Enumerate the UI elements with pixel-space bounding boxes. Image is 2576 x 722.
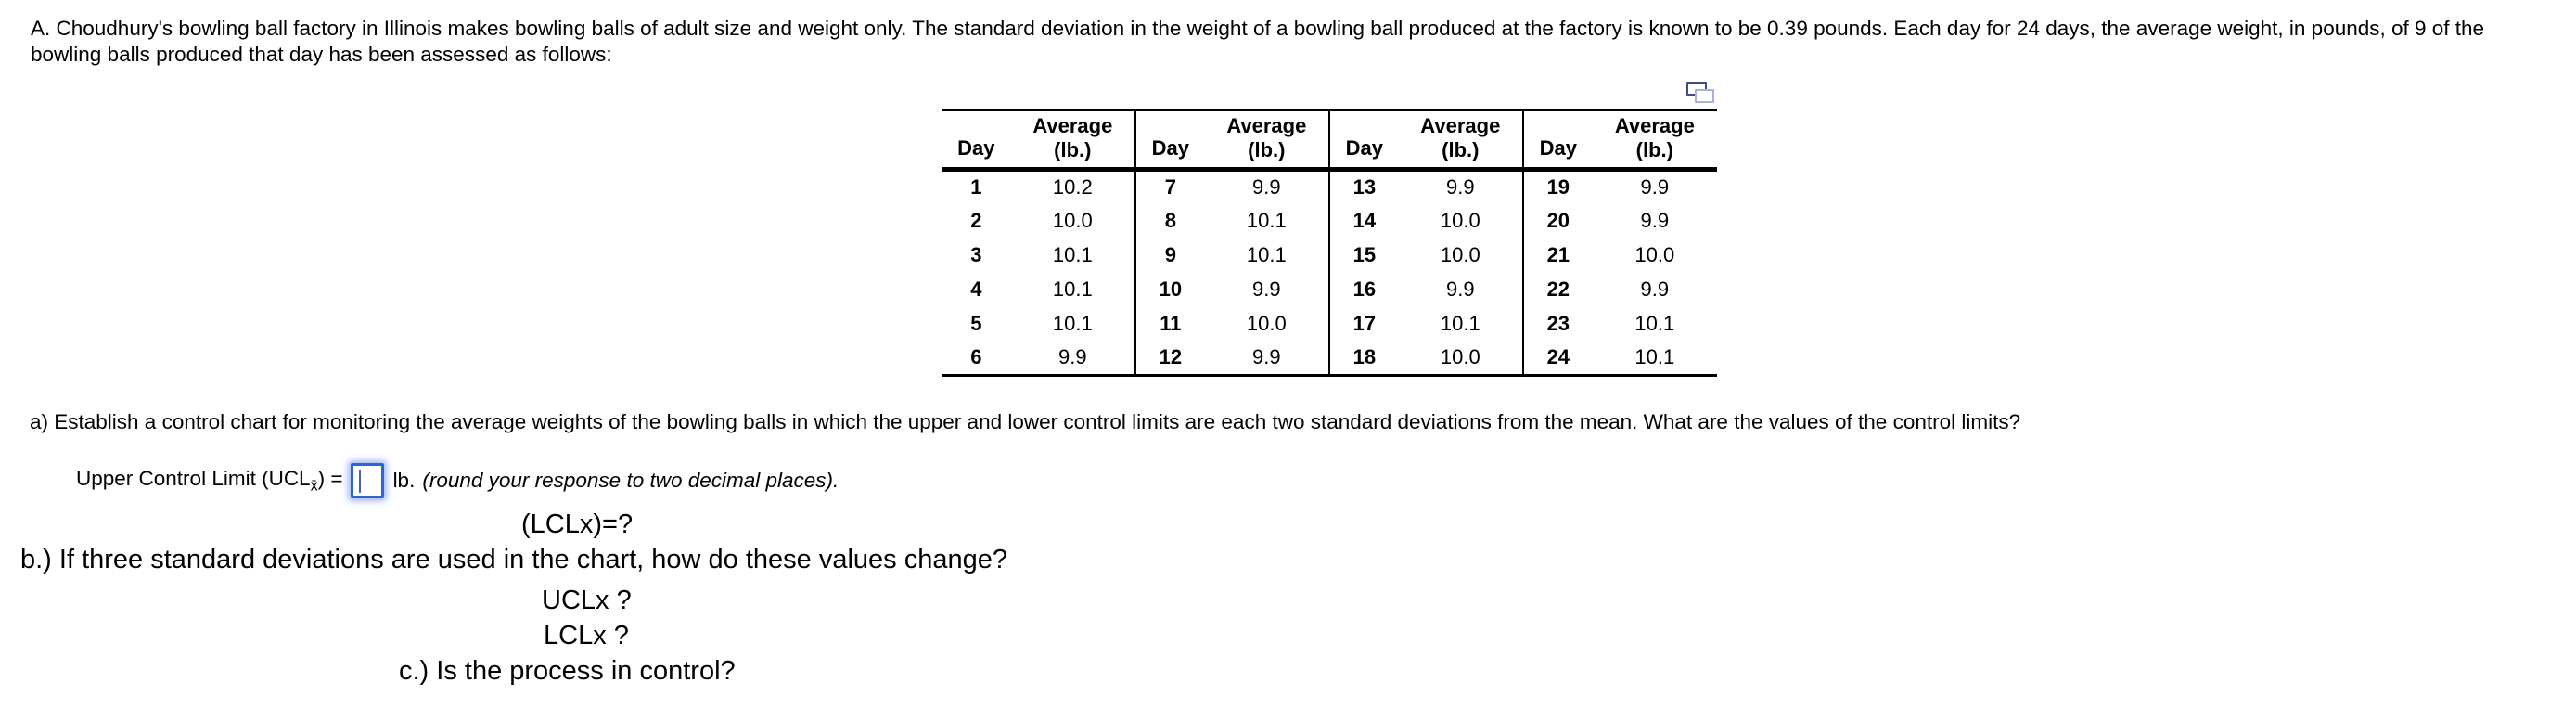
col-header-average: Average (lb.) [1398,110,1524,172]
cell-day: 4 [970,277,982,301]
cell-day: 9 [1164,243,1176,266]
cell-average: 9.9 [1204,272,1330,307]
cell-day: 5 [970,312,982,335]
cell-day: 24 [1546,345,1570,369]
cell-day: 20 [1546,209,1570,232]
ucl-label: Upper Control Limit (UCLx̄) = [76,466,343,495]
copy-icon-back-rect [1695,89,1714,103]
cell-average: 10.1 [1010,306,1136,342]
cell-day: 19 [1546,175,1570,200]
ucl-answer-line: Upper Control Limit (UCLx̄) = lb. (round… [76,460,839,501]
cell-average: 10.0 [1398,341,1524,376]
cell-day: 18 [1352,345,1377,369]
cell-average: 10.1 [1634,312,1675,335]
cell-day: 10 [1159,277,1183,301]
table-row: 4 10.1 10 9.9 16 9.9 22 9.9 [942,272,1717,307]
cell-average: 10.0 [1398,238,1524,273]
cell-average: 9.9 [1204,341,1330,376]
cell-day: 11 [1160,312,1182,335]
text-caret [358,470,362,493]
cell-day: 21 [1546,243,1570,266]
cell-average: 10.0 [1204,306,1330,342]
col-header-day: Day [1522,110,1593,172]
cell-average: 10.2 [1010,169,1136,204]
question-part-b: b.) If three standard deviations are use… [20,545,1008,574]
cell-average: 10.0 [1398,203,1524,239]
cell-day: 7 [1164,175,1176,200]
question-part-a: a) Establish a control chart for monitor… [30,410,2021,433]
col-header-average: Average (lb.) [1592,110,1717,172]
cell-day: 17 [1352,312,1377,335]
cell-average: 9.9 [1204,169,1330,204]
table-row: 3 10.1 9 10.1 15 10.0 21 10.0 [942,238,1717,273]
lcl-question: (LCLx)=? [521,509,634,539]
cell-day: 8 [1164,209,1176,232]
cell-average: 9.9 [1398,272,1524,307]
daily-weights-table-block: Day Average (lb.) Day Average (lb.) Day Av… [942,82,1717,377]
col-header-day: Day [1134,110,1205,172]
cell-average: 9.9 [1640,209,1670,232]
cell-day: 14 [1352,209,1377,232]
cell-day: 23 [1546,312,1570,335]
unit-label: lb. [392,469,416,492]
table-row: 1 10.2 7 9.9 13 9.9 19 9.9 [942,169,1717,204]
daily-average-weights-table: Day Average (lb.) Day Average (lb.) Day Av… [942,109,1717,377]
question-part-c: c.) Is the process in control? [399,656,736,686]
cell-day: 6 [970,345,982,369]
cell-day: 16 [1352,277,1377,301]
cell-day: 1 [970,175,982,200]
cell-day: 2 [970,209,982,232]
cell-average: 9.9 [1398,169,1524,204]
col-header-average: Average (lb.) [1204,110,1330,172]
cell-day: 15 [1352,243,1377,266]
ucl-input[interactable] [350,463,384,498]
table-row: 2 10.0 8 10.1 14 10.0 20 9.9 [942,203,1717,239]
cell-average: 10.1 [1010,272,1136,307]
table-row: 6 9.9 12 9.9 18 10.0 24 10.1 [942,341,1717,376]
cell-average: 10.1 [1634,345,1675,369]
cell-average: 10.0 [1634,243,1675,266]
cell-day: 13 [1352,175,1377,200]
cell-day: 12 [1159,345,1183,369]
table-row: 5 10.1 11 10.0 17 10.1 23 10.1 [942,306,1717,342]
problem-statement: A. Choudhury's bowling ball factory in I… [31,17,2485,66]
col-header-average: Average (lb.) [1010,110,1136,172]
cell-day: 3 [970,243,982,266]
cell-day: 22 [1546,277,1570,301]
cell-average: 10.1 [1010,238,1136,273]
cell-average: 10.1 [1398,306,1524,342]
col-header-day: Day [942,110,1011,172]
cell-average: 10.0 [1010,203,1136,239]
cell-average: 9.9 [1640,175,1670,200]
cell-average: 10.1 [1204,203,1330,239]
cell-average: 9.9 [1640,277,1670,301]
part-b-uclx: UCLx ? [542,586,632,615]
ucl-input-wrap [350,463,384,498]
rounding-instruction: (round your response to two decimal plac… [422,469,839,492]
xbar-subscript: x̄ [310,477,318,495]
cell-average: 10.1 [1204,238,1330,273]
part-b-lclx: LCLx ? [544,621,629,651]
cell-average: 9.9 [1010,341,1136,376]
copy-icon[interactable] [1686,82,1716,107]
col-header-day: Day [1328,110,1399,172]
table-header-row: Day Average (lb.) Day Average (lb.) Day Av… [942,110,1717,172]
